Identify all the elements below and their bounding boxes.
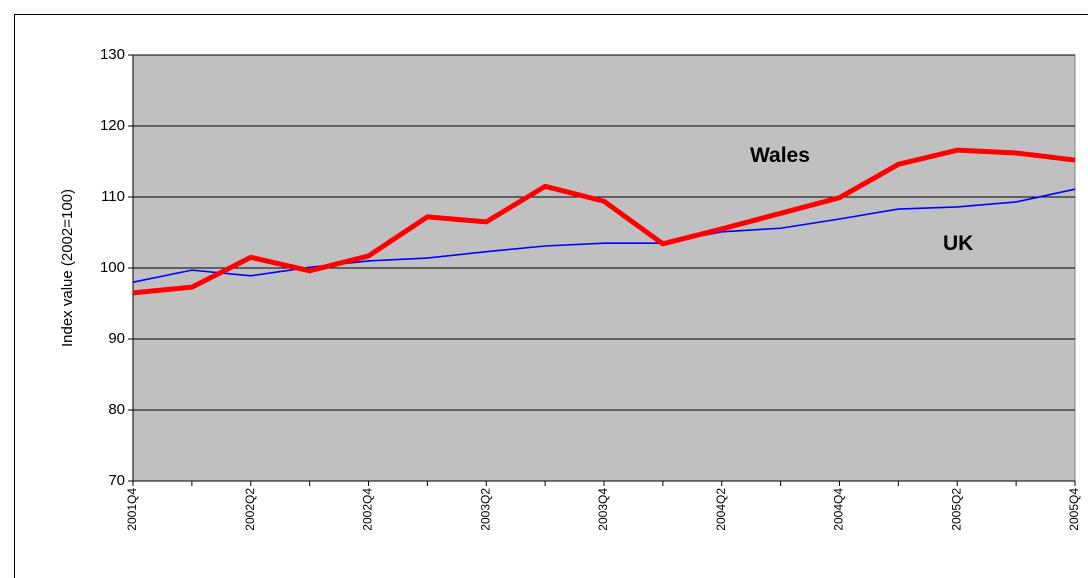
x-tick-label: 2002Q4 [361,488,375,531]
y-tick-label: 120 [100,117,125,134]
y-tick-label: 90 [108,330,125,347]
series-annotation: UK [943,232,973,255]
y-tick-label: 130 [100,46,125,63]
series-annotation: Wales [750,144,810,167]
x-tick-label: 2003Q2 [478,488,492,531]
x-tick-label: 2002Q2 [243,488,257,531]
y-axis-label: Index value (2002=100) [59,189,76,347]
y-tick-label: 80 [108,401,125,418]
x-tick-label: 2005Q2 [949,488,963,531]
x-tick-label: 2004Q4 [832,488,846,531]
y-tick-label: 70 [108,472,125,489]
y-tick-label: 100 [100,259,125,276]
series-line [132,147,1076,296]
x-tick-label: 2004Q2 [714,488,728,531]
x-tick-label: 2005Q4 [1067,488,1081,531]
y-tick-label: 110 [101,188,125,205]
x-tick-label: 2001Q4 [125,488,139,531]
series-line [132,188,1076,283]
x-tick-label: 2003Q4 [596,488,610,531]
